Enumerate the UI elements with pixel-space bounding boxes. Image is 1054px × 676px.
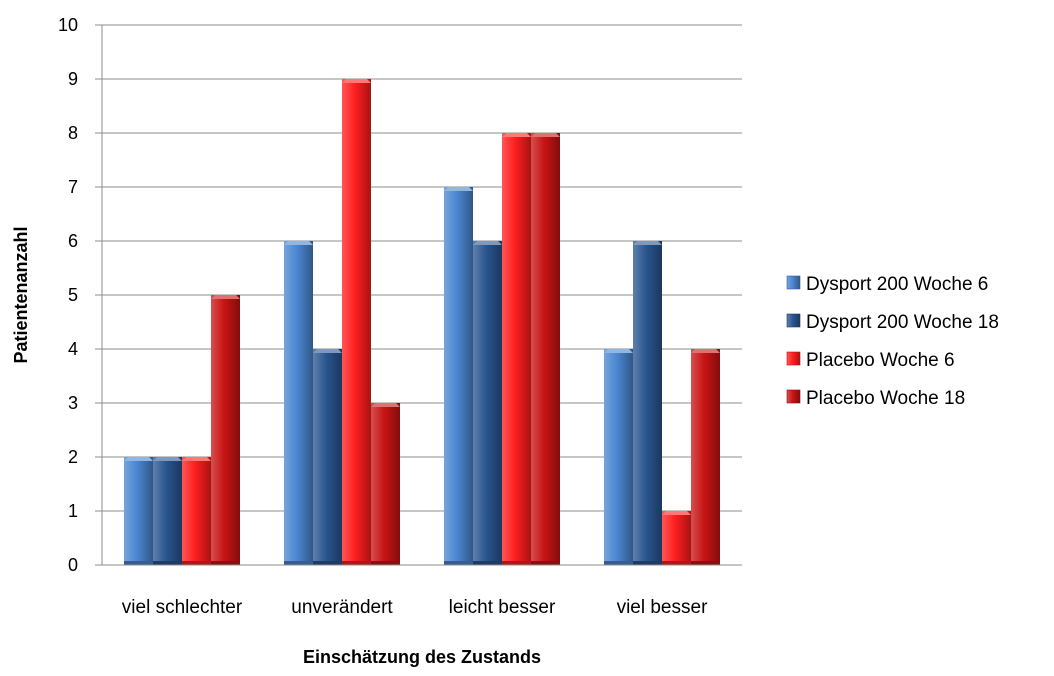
y-tick-label: 8 (68, 123, 78, 143)
legend: Dysport 200 Woche 6 Dysport 200 Woche 18 P… (786, 274, 999, 409)
bar (342, 79, 371, 565)
bar-top-bevel (211, 295, 240, 299)
legend-label: Dysport 200 Woche 18 (806, 312, 999, 333)
bar-base-shade (342, 561, 371, 565)
y-tick-label: 9 (68, 69, 78, 89)
x-category-label: unverändert (291, 597, 393, 618)
y-axis-title: Patientenanzahl (11, 226, 31, 363)
axes (95, 24, 742, 566)
bar-top-bevel (371, 403, 400, 407)
bar (662, 511, 691, 565)
bar-base-shade (124, 561, 153, 565)
bar-top-bevel (153, 457, 182, 461)
legend-label: Placebo Woche 18 (806, 388, 965, 409)
bar (604, 349, 633, 565)
y-tick-label: 5 (68, 285, 78, 305)
bar (502, 133, 531, 565)
bar-base-shade (211, 561, 240, 565)
bar (444, 187, 473, 565)
bar-base-shade (153, 561, 182, 565)
y-tick-label: 0 (68, 555, 78, 575)
bar (182, 457, 211, 565)
y-tick-label: 2 (68, 447, 78, 467)
x-category-label: leicht besser (449, 597, 556, 618)
bar-top-bevel (691, 349, 720, 353)
y-tick-label: 3 (68, 393, 78, 413)
bar-top-bevel (473, 241, 502, 245)
bar-top-bevel (182, 457, 211, 461)
bar-top-bevel (444, 187, 473, 191)
y-tick-label: 7 (68, 177, 78, 197)
bar-base-shade (604, 561, 633, 565)
legend-swatch (786, 389, 801, 404)
bar-base-shade (473, 561, 502, 565)
legend-swatch (786, 313, 801, 328)
bar-base-shade (284, 561, 313, 565)
bar-base-shade (502, 561, 531, 565)
bar-base-shade (371, 561, 400, 565)
bar (473, 241, 502, 565)
y-tick-label: 6 (68, 231, 78, 251)
y-tick-label: 4 (68, 339, 78, 359)
x-category-label: viel schlechter (122, 597, 243, 618)
bar (313, 349, 342, 565)
bar (531, 133, 560, 565)
bar-top-bevel (502, 133, 531, 137)
bar-base-shade (662, 561, 691, 565)
bar-top-bevel (342, 79, 371, 83)
bar-base-shade (444, 561, 473, 565)
bar-top-bevel (124, 457, 153, 461)
legend-swatch (786, 275, 801, 290)
bar-base-shade (531, 561, 560, 565)
bar (284, 241, 313, 565)
bar (371, 403, 400, 565)
bar-top-bevel (531, 133, 560, 137)
legend-label: Dysport 200 Woche 6 (806, 274, 988, 295)
bar (124, 457, 153, 565)
bar (211, 295, 240, 565)
y-tick-label: 10 (58, 15, 78, 35)
bar-base-shade (633, 561, 662, 565)
bar-base-shade (182, 561, 211, 565)
bar-top-bevel (633, 241, 662, 245)
legend-label: Placebo Woche 6 (806, 350, 955, 371)
y-tick-label: 1 (68, 501, 78, 521)
x-category-label: viel besser (617, 597, 708, 618)
legend-swatch (786, 351, 801, 366)
bar-base-shade (313, 561, 342, 565)
bar-top-bevel (662, 511, 691, 515)
bar (153, 457, 182, 565)
bar-top-bevel (284, 241, 313, 245)
x-axis-title: Einschätzung des Zustands (303, 647, 541, 667)
bar (633, 241, 662, 565)
bar-top-bevel (313, 349, 342, 353)
bars (124, 79, 720, 565)
labels: 0 1 2 3 4 5 6 7 8 9 10 viel schlechter unverändert le… (58, 15, 708, 618)
bar (691, 349, 720, 565)
bar-base-shade (691, 561, 720, 565)
bar-top-bevel (604, 349, 633, 353)
